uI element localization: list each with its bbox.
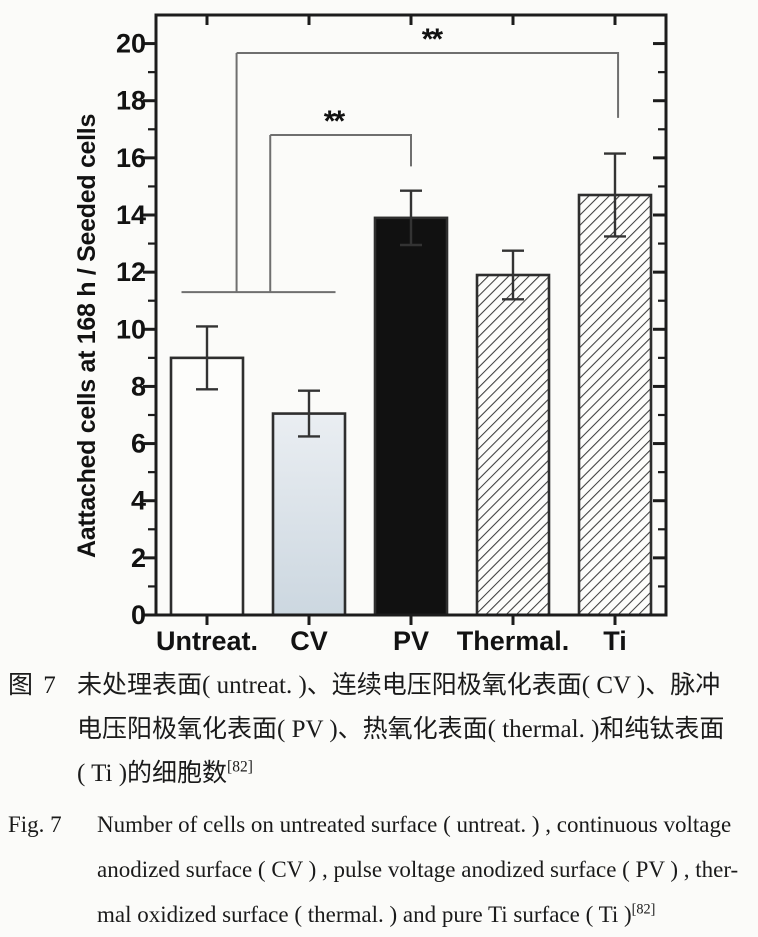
bar-ti-hatch xyxy=(579,195,651,615)
x-axis-label-1: CV xyxy=(290,626,328,656)
caption-zh-line-3-text: ( Ti )的细胞数 xyxy=(77,760,228,787)
x-axis-label-0: Untreat. xyxy=(156,626,258,656)
caption-chinese: 图 7 未处理表面( untreat. )、连续电压阳极氧化表面( CV )、脉… xyxy=(8,664,752,796)
caption-en-label: Fig. 7 xyxy=(8,812,62,837)
y-tick-label-16: 16 xyxy=(116,143,146,173)
x-axis-label-4: Ti xyxy=(603,626,627,656)
bar-thermal-hatch xyxy=(477,275,549,615)
y-tick-label-18: 18 xyxy=(116,86,146,116)
bar-pv xyxy=(375,217,447,615)
caption-english: Fig. 7 Number of cells on untreated surf… xyxy=(8,802,752,937)
caption-zh-label: 图 7 xyxy=(8,672,58,699)
error-bar-0 xyxy=(196,325,218,391)
y-tick-label-0: 0 xyxy=(131,600,146,630)
caption-zh-line-1: 未处理表面( untreat. )、连续电压阳极氧化表面( CV )、脉冲 xyxy=(77,672,721,699)
caption-zh-reference: [82] xyxy=(227,758,253,776)
y-tick-label-12: 12 xyxy=(116,257,146,287)
error-bar-1 xyxy=(298,389,320,438)
y-tick-label-20: 20 xyxy=(116,29,146,59)
y-tick-label-14: 14 xyxy=(116,200,146,230)
caption-en-line-2: anodized surface ( CV ) , pulse voltage … xyxy=(97,857,739,882)
y-axis-title: Aattached cells at 168 h / Seeded cells xyxy=(73,114,101,558)
y-tick-label-8: 8 xyxy=(131,371,146,401)
bars-group xyxy=(169,152,653,617)
axis-ticks xyxy=(143,15,666,625)
caption-zh-line-2: 电压阳极氧化表面( PV )、热氧化表面( thermal. )和纯钛表面 xyxy=(77,716,725,743)
y-tick-label-6: 6 xyxy=(131,429,146,459)
x-axis-label-2: PV xyxy=(393,626,429,656)
x-axis-label-3: Thermal. xyxy=(457,626,570,656)
y-tick-label-2: 2 xyxy=(131,543,146,573)
caption-zh-body: 未处理表面( untreat. )、连续电压阳极氧化表面( CV )、脉冲 电压… xyxy=(77,664,752,796)
cell-count-bar-chart: ** ** 0 2 4 6 8 10 12 14 16 18 20 Untreat. CV PV Thermal… xyxy=(73,13,668,656)
significance-bracket-0 xyxy=(236,52,620,118)
error-bar-4 xyxy=(604,152,626,238)
caption-en-reference: [82] xyxy=(631,901,656,918)
caption-en-line-3: mal oxidized surface ( thermal. ) and pu… xyxy=(97,892,752,937)
caption-en-body: Number of cells on untreated surface ( u… xyxy=(97,802,752,937)
y-tick-label-4: 4 xyxy=(131,486,146,516)
significance-asterisks-0: ** xyxy=(422,23,444,56)
caption-en-line-3-text: mal oxidized surface ( thermal. ) and pu… xyxy=(97,902,632,927)
significance-brackets xyxy=(181,52,620,294)
caption-en-line-1: Number of cells on untreated surface ( u… xyxy=(97,812,732,837)
bar-cv xyxy=(273,413,345,615)
significance-asterisks-1: ** xyxy=(324,105,346,138)
figure-7: ** ** 0 2 4 6 8 10 12 14 16 18 20 Untreat. CV PV Thermal… xyxy=(73,13,668,656)
significance-bracket-1 xyxy=(270,134,412,167)
y-tick-label-10: 10 xyxy=(116,314,146,344)
error-bar-2 xyxy=(400,189,422,247)
error-bar-3 xyxy=(502,249,524,301)
bar-untreat xyxy=(171,357,243,615)
caption-zh-line-3: ( Ti )的细胞数[82] xyxy=(77,752,752,796)
